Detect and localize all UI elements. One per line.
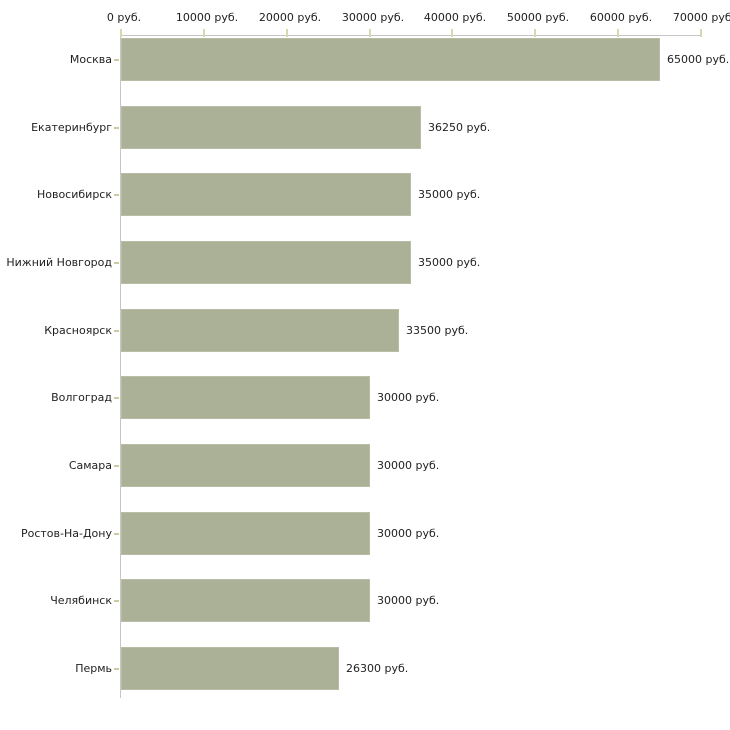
x-axis-tick-label: 70000 руб. bbox=[672, 11, 730, 24]
category-label: Челябинск bbox=[50, 594, 112, 607]
x-axis-tick-mark bbox=[203, 29, 205, 37]
y-axis-tick-mark bbox=[114, 262, 119, 264]
category-label: Нижний Новгород bbox=[6, 256, 112, 269]
bar bbox=[121, 173, 411, 216]
category-label: Волгоград bbox=[51, 391, 112, 404]
x-axis-tick-label: 20000 руб. bbox=[258, 11, 322, 24]
y-axis-tick-mark bbox=[114, 397, 119, 399]
x-axis-tick-mark bbox=[369, 29, 371, 37]
x-axis-tick-label: 60000 руб. bbox=[589, 11, 653, 24]
y-axis-line bbox=[120, 35, 121, 698]
value-label: 35000 руб. bbox=[418, 188, 481, 201]
x-axis-tick-mark bbox=[451, 29, 453, 37]
value-label: 30000 руб. bbox=[377, 594, 440, 607]
value-label: 30000 руб. bbox=[377, 391, 440, 404]
y-axis-tick-mark bbox=[114, 59, 119, 61]
x-axis-tick-mark bbox=[700, 29, 702, 37]
y-axis-tick-mark bbox=[114, 194, 119, 196]
x-axis-tick-mark bbox=[120, 29, 122, 37]
x-axis-tick-mark bbox=[534, 29, 536, 37]
category-label: Екатеринбург bbox=[31, 121, 112, 134]
y-axis-tick-mark bbox=[114, 668, 119, 670]
bar bbox=[121, 444, 370, 487]
bar bbox=[121, 38, 660, 81]
value-label: 36250 руб. bbox=[428, 121, 491, 134]
x-axis-tick-label: 50000 руб. bbox=[506, 11, 570, 24]
x-axis-tick-label: 40000 руб. bbox=[423, 11, 487, 24]
category-label: Ростов-На-Дону bbox=[20, 527, 112, 540]
bar bbox=[121, 579, 370, 622]
x-axis-tick-label: 10000 руб. bbox=[175, 11, 239, 24]
x-axis-tick-label: 0 руб. bbox=[106, 11, 142, 24]
x-axis-tick-mark bbox=[286, 29, 288, 37]
value-label: 33500 руб. bbox=[406, 324, 469, 337]
value-label: 26300 руб. bbox=[346, 662, 409, 675]
y-axis-tick-mark bbox=[114, 465, 119, 467]
value-label: 30000 руб. bbox=[377, 459, 440, 472]
category-label: Красноярск bbox=[44, 324, 112, 337]
bar bbox=[121, 647, 339, 690]
bar bbox=[121, 106, 421, 149]
bar bbox=[121, 241, 411, 284]
y-axis-tick-mark bbox=[114, 127, 119, 129]
category-label: Пермь bbox=[75, 662, 112, 675]
bar bbox=[121, 376, 370, 419]
x-axis-tick-label: 30000 руб. bbox=[341, 11, 405, 24]
x-axis-tick-mark bbox=[617, 29, 619, 37]
value-label: 30000 руб. bbox=[377, 527, 440, 540]
category-label: Москва bbox=[69, 53, 112, 66]
value-label: 35000 руб. bbox=[418, 256, 481, 269]
y-axis-tick-mark bbox=[114, 330, 119, 332]
bar bbox=[121, 512, 370, 555]
value-label: 65000 руб. bbox=[667, 53, 730, 66]
y-axis-tick-mark bbox=[114, 533, 119, 535]
category-label: Самара bbox=[68, 459, 112, 472]
bar bbox=[121, 309, 399, 352]
y-axis-tick-mark bbox=[114, 600, 119, 602]
category-label: Новосибирск bbox=[36, 188, 112, 201]
x-axis-line bbox=[120, 35, 701, 36]
